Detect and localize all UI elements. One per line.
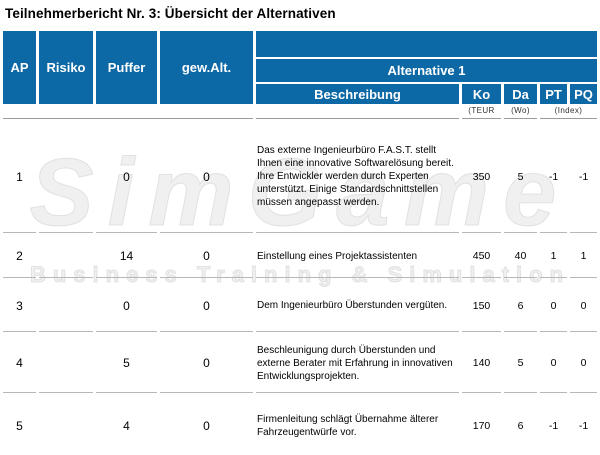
puffer-cell: 5: [96, 334, 157, 393]
puffer-cell: 4: [96, 395, 157, 455]
ap-cell: 5: [3, 395, 36, 455]
pt-cell: 1: [540, 235, 567, 278]
pq-cell: 0: [570, 280, 597, 332]
ap-cell: 4: [3, 334, 36, 393]
pt-cell: -1: [540, 395, 567, 455]
header-row-alternative: Alternative 1: [3, 59, 597, 82]
description-cell: Firmenleitung schlägt Übernahme älterer …: [256, 395, 459, 455]
pq-cell: 0: [570, 334, 597, 393]
ko-cell: 140: [462, 334, 501, 393]
da-cell: 40: [504, 235, 537, 278]
gew-alt-cell: 0: [160, 395, 253, 455]
gew-alt-cell: 0: [160, 334, 253, 393]
description-cell: Dem Ingenieurbüro Überstunden vergüten.: [256, 280, 459, 332]
pq-cell: -1: [570, 121, 597, 233]
puffer-cell: 0: [96, 121, 157, 233]
gew-alt-cell: 0: [160, 121, 253, 233]
description-cell: Beschleunigung durch Überstunden und ext…: [256, 334, 459, 393]
table-row: 1 0 0 Das externe Ingenieurbüro F.A.S.T.…: [3, 121, 597, 233]
column-header-ko: Ko: [462, 84, 501, 104]
description-cell: Das externe Ingenieurbüro F.A.S.T. stell…: [256, 121, 459, 233]
risiko-cell: [39, 235, 93, 278]
ko-cell: 450: [462, 235, 501, 278]
units-da: (Wo): [504, 106, 537, 119]
column-header-risiko: Risiko: [39, 31, 93, 104]
units-beschreibung: [256, 106, 459, 119]
gew-alt-cell: 0: [160, 280, 253, 332]
risiko-cell: [39, 121, 93, 233]
description-cell: Einstellung eines Projektassistenten: [256, 235, 459, 278]
header-empty-strip: [256, 31, 597, 57]
ap-cell: 3: [3, 280, 36, 332]
da-cell: 6: [504, 280, 537, 332]
da-cell: 6: [504, 395, 537, 455]
ko-cell: 350: [462, 121, 501, 233]
column-header-pq: PQ: [570, 84, 597, 104]
puffer-cell: 14: [96, 235, 157, 278]
column-header-da: Da: [504, 84, 537, 104]
risiko-cell: [39, 334, 93, 393]
ap-cell: 1: [3, 121, 36, 233]
ap-cell: 2: [3, 235, 36, 278]
da-cell: 5: [504, 121, 537, 233]
column-header-gew-alt: gew.Alt.: [160, 31, 253, 104]
alternatives-table: AP Risiko Puffer gew.Alt. Alternative 1 …: [0, 29, 600, 455]
watermark-small: Business Training & Simulation: [29, 262, 571, 288]
column-header-pt: PT: [540, 84, 567, 104]
header-row-columns: Beschreibung Ko Da PT PQ: [3, 84, 597, 104]
pt-cell: 0: [540, 280, 567, 332]
pt-cell: -1: [540, 121, 567, 233]
units-spacer: [3, 106, 253, 119]
units-index: (Index): [540, 106, 597, 119]
column-header-beschreibung: Beschreibung: [256, 84, 459, 104]
column-header-puffer: Puffer: [96, 31, 157, 104]
ko-cell: 170: [462, 395, 501, 455]
table-row: 5 4 0 Firmenleitung schlägt Übernahme äl…: [3, 395, 597, 455]
risiko-cell: [39, 395, 93, 455]
column-header-alternative-1: Alternative 1: [256, 59, 597, 82]
ko-cell: 150: [462, 280, 501, 332]
puffer-cell: 0: [96, 280, 157, 332]
column-header-ap: AP: [3, 31, 36, 104]
units-ko: (TEUR: [462, 106, 501, 119]
da-cell: 5: [504, 334, 537, 393]
pq-cell: -1: [570, 395, 597, 455]
pt-cell: 0: [540, 334, 567, 393]
header-row-top: AP Risiko Puffer gew.Alt.: [3, 31, 597, 104]
table-row: 3 0 0 Dem Ingenieurbüro Überstunden verg…: [3, 280, 597, 332]
page-title: Teilnehmerbericht Nr. 3: Übersicht der A…: [5, 6, 336, 21]
units-row: (TEUR (Wo) (Index): [3, 106, 597, 119]
table-row: 4 5 0 Beschleunigung durch Überstunden u…: [3, 334, 597, 393]
watermark-large: SimGame: [29, 139, 571, 247]
pq-cell: 1: [570, 235, 597, 278]
risiko-cell: [39, 280, 93, 332]
table-row: 2 14 0 Einstellung eines Projektassisten…: [3, 235, 597, 278]
gew-alt-cell: 0: [160, 235, 253, 278]
